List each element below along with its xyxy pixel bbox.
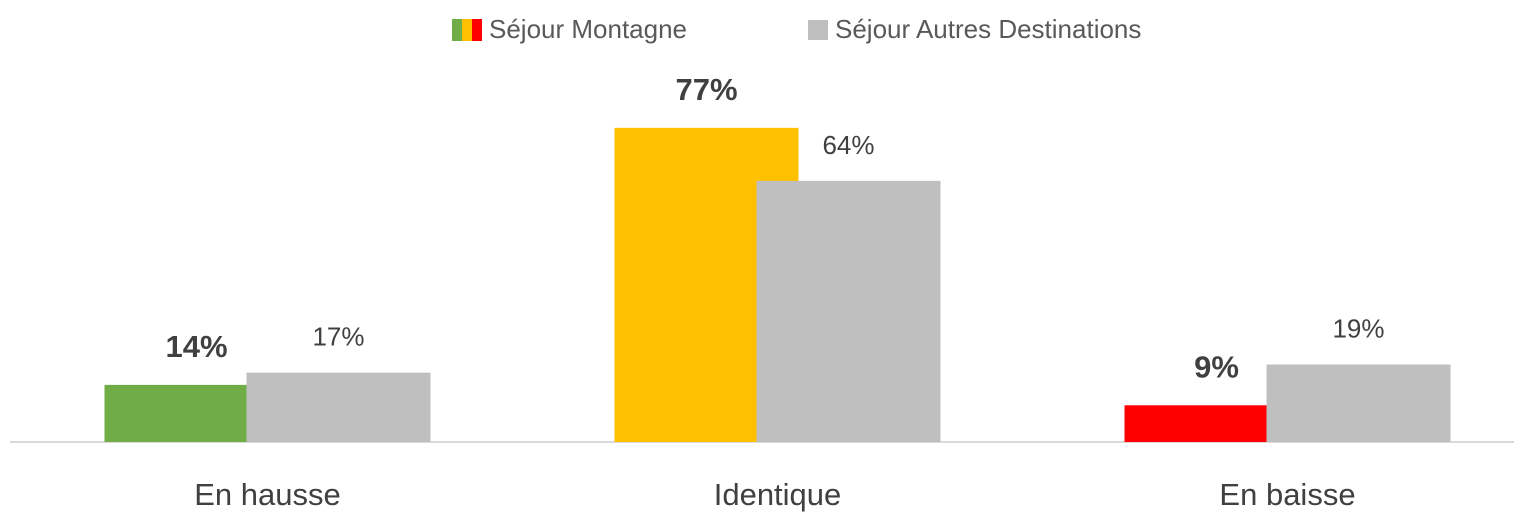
- x-tick-label: Identique: [714, 477, 842, 512]
- bar: [246, 372, 431, 442]
- value-label: 9%: [1194, 349, 1239, 384]
- legend-swatch: [472, 19, 482, 41]
- value-label: 19%: [1332, 313, 1384, 343]
- value-label: 64%: [822, 130, 874, 160]
- legend-swatch: [452, 19, 462, 41]
- legend-label: Séjour Autres Destinations: [835, 14, 1141, 44]
- value-label: 17%: [312, 322, 364, 352]
- bar: [1266, 364, 1451, 442]
- legend-swatch: [462, 19, 472, 41]
- value-label: 14%: [165, 329, 227, 364]
- value-label: 77%: [675, 72, 737, 107]
- legend-label: Séjour Montagne: [489, 14, 687, 44]
- x-tick-label: En baisse: [1219, 477, 1355, 512]
- bar: [756, 180, 941, 442]
- x-tick-label: En hausse: [194, 477, 341, 512]
- legend-swatch: [808, 20, 828, 40]
